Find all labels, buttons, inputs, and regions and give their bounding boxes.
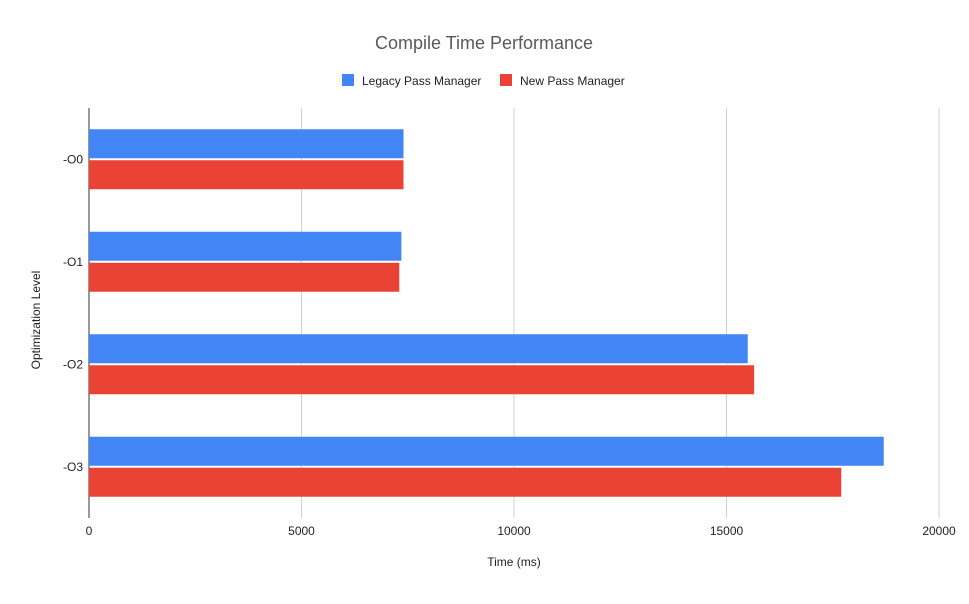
y-tick-label: -O3 xyxy=(63,460,83,474)
legend-label-new: New Pass Manager xyxy=(520,74,625,88)
x-tick-label: 10000 xyxy=(497,524,531,538)
legend: Legacy Pass Manager New Pass Manager xyxy=(342,74,625,88)
x-tick-label: 0 xyxy=(86,524,93,538)
y-tick-label: -O1 xyxy=(63,255,83,269)
bar-legacy-o0 xyxy=(89,129,404,159)
x-axis-label: Time (ms) xyxy=(487,555,541,569)
y-tick-label: -O0 xyxy=(63,152,83,166)
x-tick-label: 5000 xyxy=(288,524,315,538)
x-tick-labels: 0 5000 10000 15000 20000 xyxy=(86,524,956,538)
legend-label-legacy: Legacy Pass Manager xyxy=(362,74,481,88)
bar-legacy-o2 xyxy=(89,334,748,364)
bar-legacy-o1 xyxy=(89,231,402,261)
bar-new-o2 xyxy=(89,365,755,395)
chart-title: Compile Time Performance xyxy=(375,33,593,53)
bar-new-o1 xyxy=(89,262,400,292)
legend-swatch-legacy xyxy=(342,74,354,86)
bars xyxy=(89,129,884,497)
bar-new-o0 xyxy=(89,160,404,190)
y-tick-label: -O2 xyxy=(63,357,83,371)
y-tick-labels: -O0 -O1 -O2 -O3 xyxy=(63,152,83,474)
x-tick-label: 15000 xyxy=(710,524,744,538)
bar-new-o3 xyxy=(89,467,842,497)
bar-legacy-o3 xyxy=(89,436,884,466)
x-tick-label: 20000 xyxy=(922,524,956,538)
y-axis-label: Optimization Level xyxy=(29,271,43,370)
legend-swatch-new xyxy=(500,74,512,86)
